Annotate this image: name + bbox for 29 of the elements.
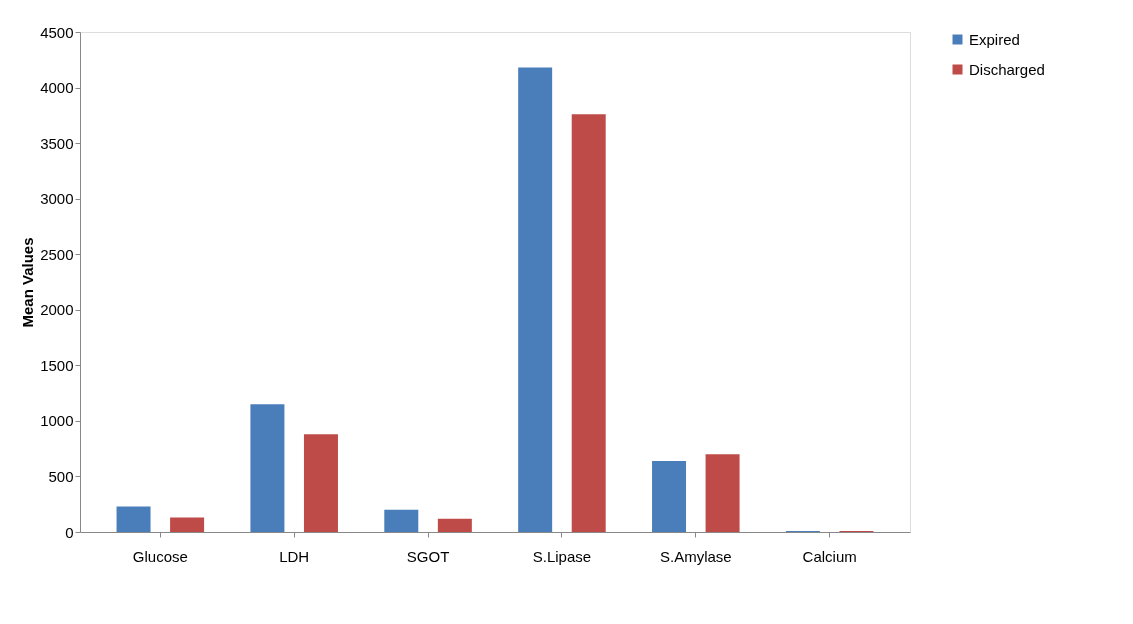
- y-tick-label: 4500: [40, 23, 74, 41]
- y-tick-label: 500: [48, 467, 74, 485]
- legend-label: Discharged: [969, 60, 1045, 78]
- y-tick-label: 0: [65, 523, 74, 541]
- y-tick-label: 4000: [40, 79, 74, 97]
- x-tick-label: S.Amylase: [659, 547, 732, 565]
- y-tick-label: 3500: [40, 134, 74, 152]
- y-axis-title: Mean Values: [19, 237, 37, 328]
- x-tick-label: Glucose: [132, 547, 188, 565]
- bar: [652, 460, 687, 532]
- bar: [170, 517, 205, 532]
- y-tick-label: 2500: [40, 245, 74, 263]
- x-tick-label: Calcium: [802, 547, 857, 565]
- x-tick-label: LDH: [279, 547, 310, 565]
- bar: [384, 509, 419, 532]
- y-tick-label: 1000: [40, 412, 74, 430]
- legend-label: Expired: [969, 30, 1020, 48]
- y-tick-label: 1500: [40, 356, 74, 374]
- x-tick-label: S.Lipase: [532, 547, 592, 565]
- bar: [705, 454, 740, 532]
- bar: [437, 518, 472, 532]
- bar: [303, 434, 338, 532]
- bar: [250, 404, 285, 532]
- bar: [116, 506, 151, 532]
- y-tick-label: 2000: [40, 301, 74, 319]
- y-tick-label: 3000: [40, 190, 74, 208]
- bar: [571, 114, 606, 532]
- x-tick-label: SGOT: [406, 547, 450, 565]
- bar: [518, 67, 553, 532]
